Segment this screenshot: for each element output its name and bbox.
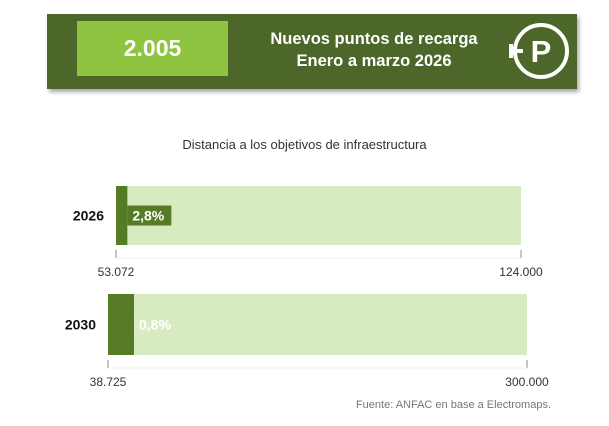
tick-label-start: 53.072: [98, 265, 135, 279]
svg-text:P: P: [531, 34, 552, 69]
tick-label-end: 300.000: [505, 375, 549, 389]
header-banner: 2.005 Nuevos puntos de recarga Enero a m…: [47, 14, 577, 89]
tick-label-start: 38.725: [90, 375, 127, 389]
chart-title: Distancia a los objetivos de infraestruc…: [182, 137, 427, 152]
banner-title-line1: Nuevos puntos de recarga: [270, 30, 478, 48]
ev-charging-plug-icon: P: [509, 23, 569, 79]
data-label-bg: [127, 205, 172, 226]
data-label: 2,8%: [132, 208, 164, 224]
tick-label-end: 124.000: [499, 265, 543, 279]
data-label-bg: [134, 314, 178, 335]
bar-track: [116, 186, 521, 245]
kpi-value: 2.005: [77, 21, 228, 76]
banner-title: Nuevos puntos de recarga Enero a marzo 2…: [239, 28, 509, 72]
bar: [108, 294, 134, 355]
source-note: Fuente: ANFAC en base a Electromaps.: [355, 399, 551, 411]
banner-title-line2: Enero a marzo 2026: [296, 52, 452, 70]
category-label: 2026: [73, 208, 104, 224]
bar: [116, 186, 128, 245]
category-label: 2030: [65, 317, 96, 333]
data-label: 0,8%: [139, 317, 171, 333]
